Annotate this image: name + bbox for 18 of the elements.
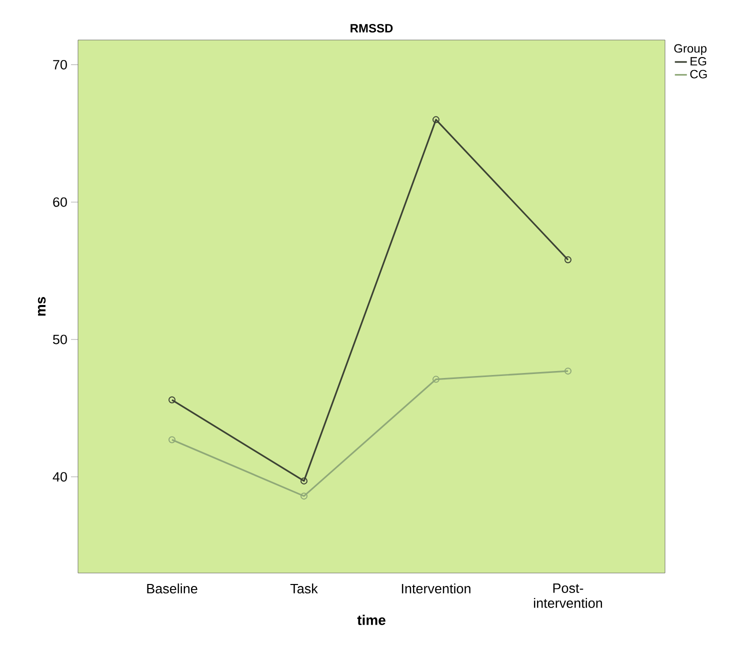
- x-tick-label: Task: [290, 584, 318, 594]
- point: [300, 492, 308, 500]
- chart-title: RMSSD: [350, 24, 393, 33]
- y-tick-label: 40: [52, 472, 67, 482]
- point: [432, 116, 440, 124]
- point: [432, 376, 440, 383]
- y-tick-label: 70: [53, 60, 67, 70]
- legend-title: Group: [674, 44, 706, 56]
- legend-label: EG: [690, 57, 706, 66]
- y-tick-label: 60: [53, 197, 67, 207]
- legend-label: CG: [690, 70, 707, 78]
- x-tick-label: Baseline: [147, 584, 198, 594]
- x-tick-label: Intervention: [402, 584, 470, 594]
- x-tick-label: Post-intervention: [534, 584, 602, 608]
- y-tick-label: 50: [53, 334, 67, 344]
- x-axis-title: time: [357, 614, 386, 626]
- point: [300, 477, 308, 484]
- y-axis-title: ms: [38, 296, 46, 316]
